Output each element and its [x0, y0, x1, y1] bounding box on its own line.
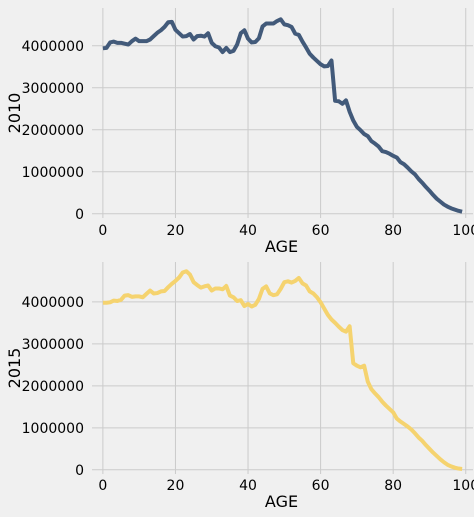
x-tick-label: 20	[167, 478, 185, 494]
y-tick-label: 3000000	[22, 337, 84, 353]
x-tick-label: 80	[384, 478, 402, 494]
y-tick-label: 4000000	[22, 295, 84, 311]
y-tick-label: 2000000	[22, 123, 84, 139]
x-tick-label: 20	[167, 223, 185, 239]
x-tick-label: 40	[239, 223, 257, 239]
chart-2015: 0 20 40 60 80 100 0 1000000 2000000 3000000 400000…	[5, 262, 474, 511]
y-tick-label: 1000000	[22, 165, 84, 181]
series-line	[102, 269, 463, 471]
y-tick-label: 0	[75, 463, 84, 479]
x-axis-label: AGE	[265, 237, 298, 256]
y-tick-label: 2000000	[22, 379, 84, 395]
y-tick-label: 1000000	[22, 421, 84, 437]
x-tick-label: 60	[312, 478, 330, 494]
x-axis-label: AGE	[265, 492, 298, 511]
series-line	[102, 17, 463, 214]
y-axis-label: 2010	[5, 93, 24, 134]
x-tick-label: 0	[98, 478, 107, 494]
x-tick-label: 100	[452, 478, 474, 494]
y-tick-label: 3000000	[22, 81, 84, 97]
x-tick-label: 40	[239, 478, 257, 494]
x-tick-label: 60	[312, 223, 330, 239]
x-tick-label: 80	[384, 223, 402, 239]
y-axis-label: 2015	[5, 348, 24, 389]
x-tick-label: 0	[98, 223, 107, 239]
x-tick-label: 100	[452, 223, 474, 239]
chart-2010: 0 20 40 60 80 100 0 1000000 2000000 3000000 400000…	[5, 8, 474, 256]
y-tick-label: 0	[75, 207, 84, 223]
y-tick-label: 4000000	[22, 39, 84, 55]
